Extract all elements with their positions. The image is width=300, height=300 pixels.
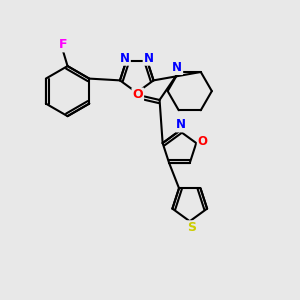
Text: N: N [120, 52, 130, 65]
Text: N: N [144, 52, 154, 65]
Text: O: O [133, 88, 143, 101]
Text: N: N [176, 118, 186, 131]
Text: F: F [59, 38, 68, 51]
Text: O: O [198, 135, 208, 148]
Text: S: S [187, 221, 196, 234]
Text: N: N [172, 61, 182, 74]
Text: S: S [133, 92, 141, 105]
